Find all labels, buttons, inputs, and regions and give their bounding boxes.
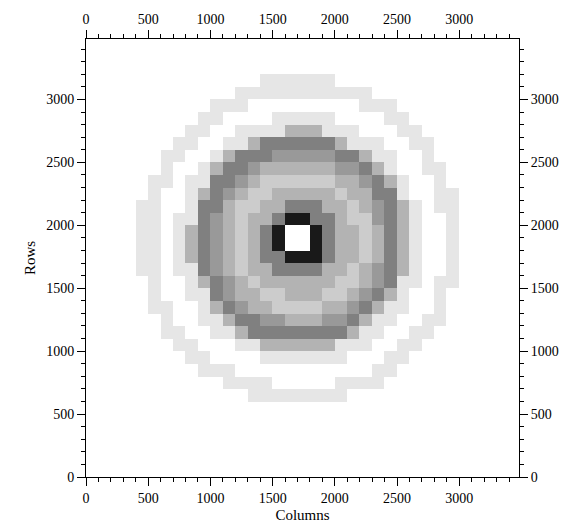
svg-text:1000: 1000	[531, 344, 559, 359]
svg-text:2000: 2000	[46, 218, 74, 233]
svg-text:1000: 1000	[196, 491, 224, 506]
svg-text:0: 0	[83, 491, 90, 506]
svg-text:1500: 1500	[531, 281, 559, 296]
svg-text:500: 500	[53, 407, 74, 422]
svg-text:3000: 3000	[531, 92, 559, 107]
svg-text:500: 500	[138, 491, 159, 506]
svg-text:2000: 2000	[321, 12, 349, 27]
svg-text:3000: 3000	[46, 92, 74, 107]
svg-text:3000: 3000	[445, 491, 473, 506]
svg-text:500: 500	[138, 12, 159, 27]
svg-text:2000: 2000	[321, 491, 349, 506]
svg-text:2500: 2500	[383, 491, 411, 506]
svg-text:Columns: Columns	[275, 507, 329, 523]
svg-text:1500: 1500	[46, 281, 74, 296]
svg-text:1000: 1000	[196, 12, 224, 27]
svg-text:1000: 1000	[46, 344, 74, 359]
svg-text:0: 0	[67, 470, 74, 485]
svg-text:2500: 2500	[46, 155, 74, 170]
svg-text:2000: 2000	[531, 218, 559, 233]
svg-text:0: 0	[531, 470, 538, 485]
svg-text:1500: 1500	[259, 491, 287, 506]
svg-text:3000: 3000	[445, 12, 473, 27]
svg-text:2500: 2500	[383, 12, 411, 27]
svg-text:1500: 1500	[259, 12, 287, 27]
svg-text:2500: 2500	[531, 155, 559, 170]
svg-text:0: 0	[83, 12, 90, 27]
svg-text:Rows: Rows	[22, 241, 38, 275]
svg-text:500: 500	[531, 407, 552, 422]
